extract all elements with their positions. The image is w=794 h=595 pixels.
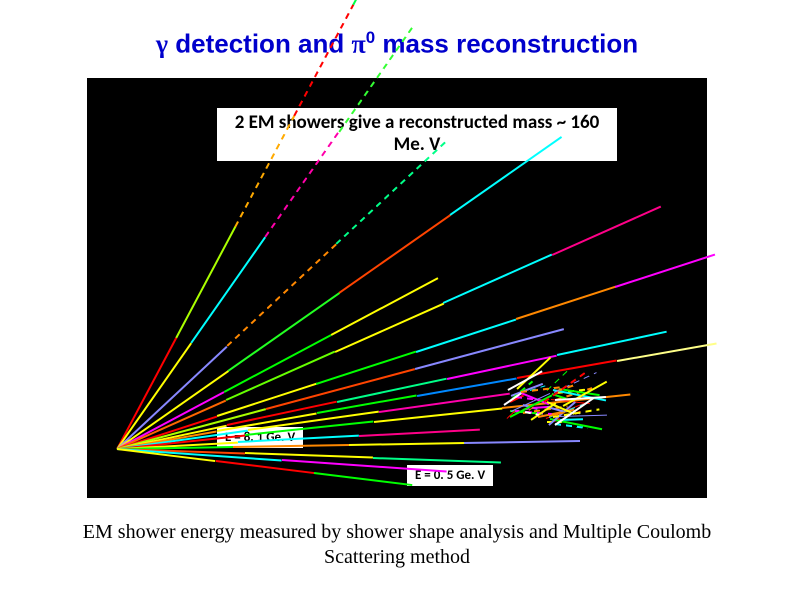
particle-track: [616, 342, 716, 361]
slide-title: γ detection and π0 mass reconstruction: [40, 28, 754, 60]
particle-track: [416, 318, 516, 352]
particle-track: [314, 472, 413, 486]
particle-track: [359, 429, 480, 437]
particle-track: [464, 440, 580, 444]
particle-track: [557, 331, 667, 356]
particle-track: [334, 302, 443, 352]
particle-track: [293, 4, 353, 116]
particle-track: [515, 286, 615, 320]
pi-superscript: 0: [366, 28, 375, 47]
slide: γ detection and π0 mass reconstruction 2…: [0, 0, 794, 595]
particle-track: [215, 460, 314, 474]
particle-track: [245, 452, 373, 458]
pi-symbol: π: [352, 30, 366, 59]
particle-track: [352, 0, 412, 5]
particle-track: [552, 206, 661, 256]
event-display: 2 EM showers give a reconstructed mass ~…: [87, 78, 707, 498]
particle-track: [317, 395, 417, 414]
title-mid: detection and: [168, 29, 351, 59]
gamma-symbol: γ: [156, 30, 168, 59]
footer-caption: EM shower energy measured by shower shap…: [40, 520, 754, 570]
mass-label: 2 EM showers give a reconstructed mass ~…: [217, 108, 617, 162]
particle-track: [615, 253, 715, 287]
title-suffix: mass reconstruction: [375, 29, 638, 59]
particle-track: [443, 254, 552, 304]
particle-track: [349, 442, 465, 446]
particle-track: [373, 457, 501, 463]
particle-track: [316, 351, 416, 385]
